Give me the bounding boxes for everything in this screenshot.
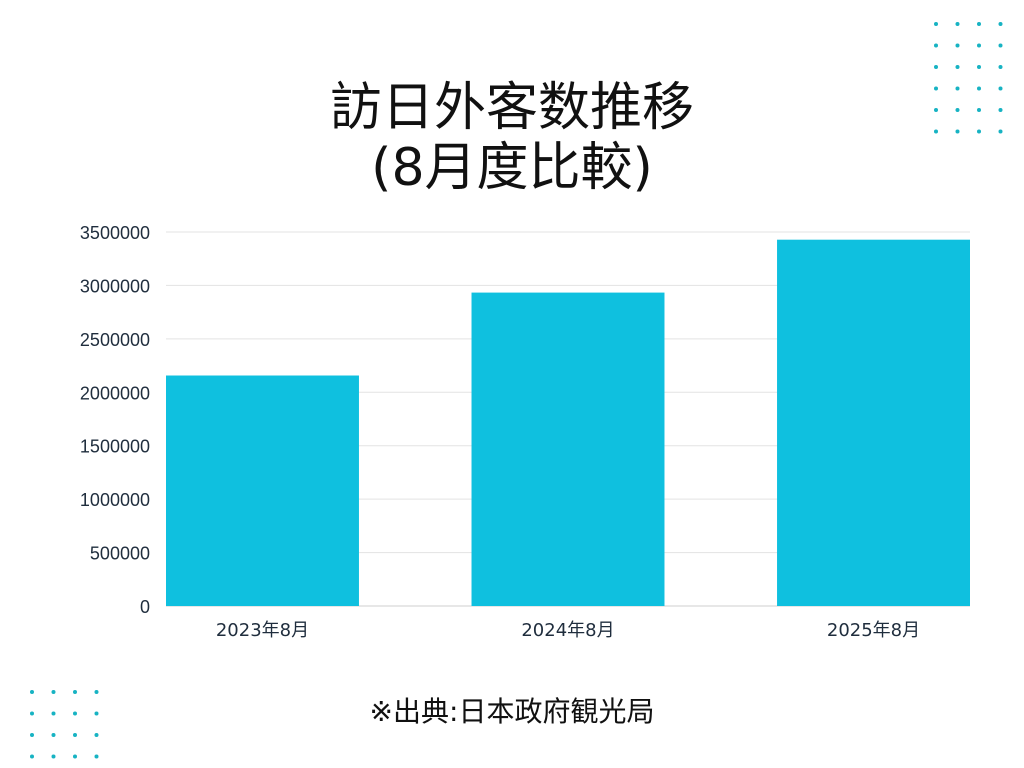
decor-dot bbox=[73, 690, 77, 694]
decor-dot bbox=[955, 86, 960, 91]
decor-dot bbox=[977, 108, 981, 112]
decor-dot bbox=[51, 690, 56, 694]
source-note: ※出典:日本政府観光局 bbox=[369, 695, 655, 728]
decor-dot bbox=[30, 754, 34, 759]
decor-dot bbox=[955, 22, 960, 26]
y-tick-label: 2500000 bbox=[80, 330, 150, 350]
decor-dot bbox=[998, 108, 1003, 112]
title-line-1: 訪日外客数推移 bbox=[329, 78, 694, 138]
decor-dot bbox=[934, 43, 938, 48]
decor-dot bbox=[977, 22, 981, 26]
x-tick-label: 2023年8月 bbox=[216, 620, 309, 641]
decor-dot bbox=[73, 733, 77, 737]
y-tick-label: 1000000 bbox=[80, 490, 150, 510]
decor-dot bbox=[998, 129, 1003, 134]
y-tick-label: 3000000 bbox=[80, 276, 150, 296]
decor-dot bbox=[94, 733, 99, 737]
decor-dot bbox=[30, 711, 34, 716]
decor-dot bbox=[977, 129, 981, 134]
decor-dot bbox=[94, 690, 99, 694]
y-tick-label: 2000000 bbox=[80, 383, 150, 403]
decor-dot bbox=[73, 711, 77, 716]
bars bbox=[166, 239, 970, 606]
decor-dot bbox=[998, 22, 1003, 26]
title-line-2: (8月度比較) bbox=[371, 138, 653, 198]
decorative-dots-top-right bbox=[934, 22, 1003, 134]
decor-dot bbox=[94, 754, 99, 759]
decor-dot bbox=[934, 129, 938, 134]
decor-dot bbox=[977, 65, 981, 69]
decor-dot bbox=[955, 129, 960, 134]
y-tick-label: 500000 bbox=[90, 544, 150, 564]
decor-dot bbox=[30, 690, 34, 694]
x-axis-ticks: 2023年8月 2024年8月 2025年8月 bbox=[216, 620, 920, 641]
decor-dot bbox=[934, 65, 938, 69]
decor-dot bbox=[955, 43, 960, 48]
y-tick-label: 0 bbox=[140, 597, 150, 617]
decor-dot bbox=[998, 65, 1003, 69]
x-tick-label: 2025年8月 bbox=[827, 620, 920, 641]
decor-dot bbox=[94, 711, 99, 716]
decor-dot bbox=[998, 43, 1003, 48]
decor-dot bbox=[934, 108, 938, 112]
y-axis-ticks: 0 500000 1000000 1500000 2000000 2500000 30000… bbox=[80, 223, 150, 617]
y-tick-label: 1500000 bbox=[80, 437, 150, 457]
decor-dot bbox=[51, 711, 56, 716]
decor-dot bbox=[934, 86, 938, 91]
decor-dot bbox=[51, 754, 56, 759]
decor-dot bbox=[955, 65, 960, 69]
bar-1 bbox=[166, 375, 359, 606]
bar-3 bbox=[777, 239, 970, 606]
decor-dot bbox=[977, 86, 981, 91]
bar-2 bbox=[471, 292, 665, 606]
decorative-dots-bottom-left bbox=[30, 690, 99, 759]
decor-dot bbox=[977, 43, 981, 48]
decor-dot bbox=[51, 733, 56, 737]
decor-dot bbox=[73, 754, 77, 759]
chart-title: 訪日外客数推移 (8月度比較) bbox=[0, 78, 1024, 198]
decor-dot bbox=[998, 86, 1003, 91]
y-tick-label: 3500000 bbox=[80, 223, 150, 243]
decor-dot bbox=[934, 22, 938, 26]
decor-dot bbox=[30, 733, 34, 737]
x-tick-label: 2024年8月 bbox=[521, 620, 614, 641]
decor-dot bbox=[955, 108, 960, 112]
